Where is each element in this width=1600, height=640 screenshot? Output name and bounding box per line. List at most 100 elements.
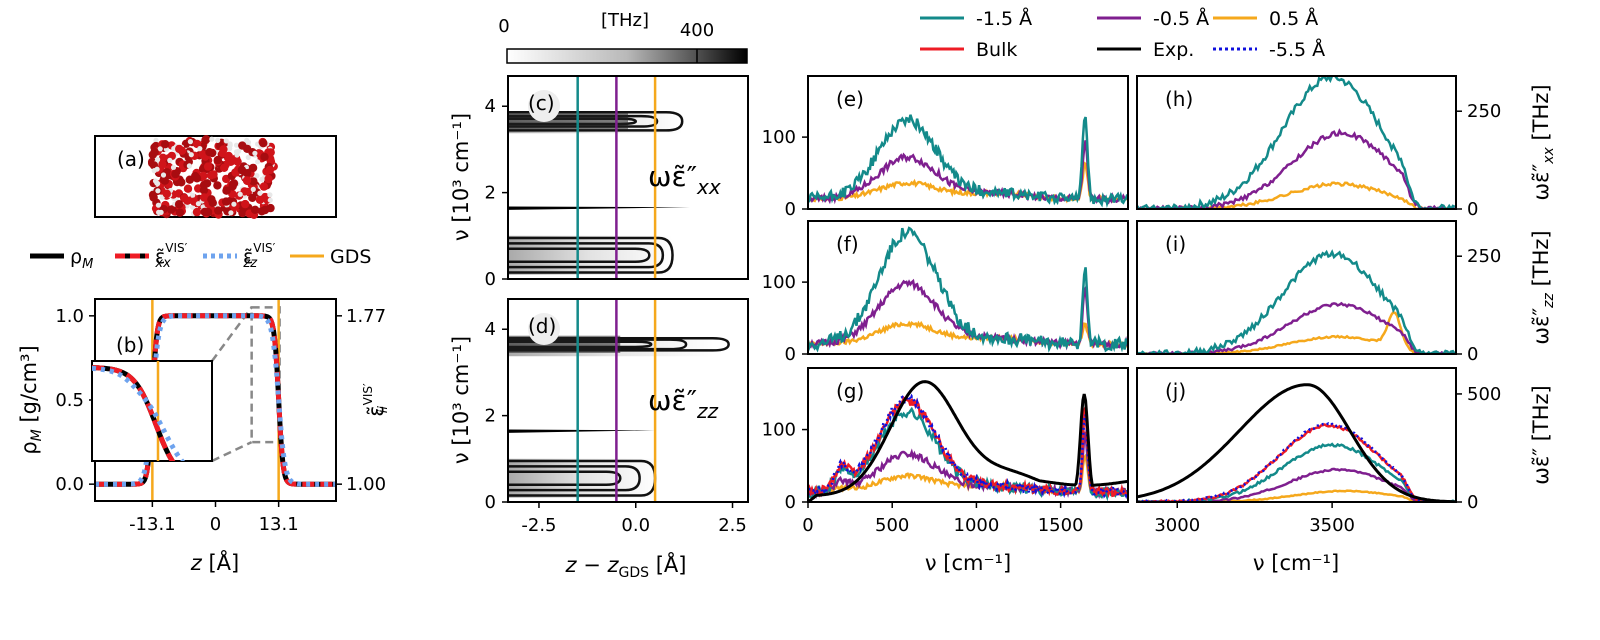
hydrogen-atom — [155, 188, 161, 194]
panel-h-label: (h) — [1165, 87, 1193, 111]
oxygen-atom — [241, 199, 250, 209]
series-p05 — [1137, 310, 1455, 354]
contour-stretch — [508, 111, 684, 132]
hydrogen-atom — [170, 164, 177, 171]
hydrogen-atom — [190, 192, 196, 198]
mid-ytick-label: 0 — [785, 199, 796, 220]
oxygen-atom — [161, 140, 170, 149]
oxygen-atom — [183, 196, 192, 205]
contour-bending — [508, 429, 656, 433]
hydrogen-atom — [257, 190, 263, 196]
oxygen-atom — [199, 171, 208, 181]
right-xtick-label: 3500 — [1309, 515, 1355, 536]
oxygen-atom — [200, 193, 209, 202]
oxygen-atom — [259, 182, 269, 191]
oxygen-atom — [175, 208, 185, 217]
legend-label-exp: Exp. — [1153, 39, 1194, 61]
legend-label-rho: ρM — [70, 246, 93, 272]
hydrogen-atom — [156, 209, 162, 215]
hydrogen-atom — [255, 159, 261, 165]
b-ytick-right-label: 1.77 — [346, 306, 386, 327]
right-xtick-label: 3000 — [1154, 515, 1200, 536]
oxygen-atom — [171, 169, 180, 179]
oxygen-atom — [260, 152, 269, 162]
oxygen-atom — [264, 174, 273, 184]
oxygen-atom — [183, 184, 193, 193]
panel-i-ylabel: ωε̃″zz [THz] — [1529, 230, 1557, 344]
mid-xtick-label: 0 — [802, 515, 813, 536]
right-ytick-label: 0 — [1467, 199, 1478, 220]
oxygen-atom — [200, 207, 209, 217]
hydrogen-atom — [233, 142, 240, 148]
hydrogen-atom — [227, 141, 233, 147]
legend-label-ezz: ε̃VIS′ zz — [242, 241, 275, 271]
panel-a-label: (a) — [117, 147, 145, 171]
oxygen-atom — [260, 205, 270, 215]
colorbar: 0 400 [THz] — [498, 10, 748, 64]
zoom-connector-bottom — [211, 440, 253, 463]
contour-stretch — [508, 340, 653, 349]
hydrogen-atom — [187, 139, 193, 145]
hydrogen-atom — [245, 154, 251, 160]
hydrogen-atom — [195, 201, 201, 207]
oxygen-atom — [177, 178, 186, 187]
oxygen-atom — [158, 153, 168, 162]
water-molecules-image — [147, 135, 278, 219]
oxygen-atom — [149, 193, 158, 202]
panel-f-frame — [807, 220, 1129, 355]
right-ytick-label: 0 — [1467, 492, 1478, 513]
oxygen-atom — [199, 180, 209, 190]
oxygen-atom — [160, 176, 170, 185]
contour-libration — [508, 465, 641, 492]
heat-stretch-core — [508, 335, 621, 353]
mid-xtick-label: 1500 — [1038, 515, 1084, 536]
series-m15 — [808, 226, 1128, 353]
panel-b-label: (b) — [116, 333, 144, 357]
panel-c-plot — [508, 76, 744, 279]
oxygen-atom — [175, 144, 184, 154]
cd-xtick-label: 2.5 — [718, 515, 747, 536]
panel-b-ylabel: ρM [g/cm³] — [17, 345, 45, 454]
inset-ezz-series — [92, 365, 186, 461]
panel-e-label: (e) — [836, 87, 864, 111]
hydrogen-atom — [267, 192, 273, 198]
panel-d: (d) ωε̃″zz — [507, 298, 749, 503]
series-exp — [1137, 383, 1455, 502]
panel-e-plot — [808, 114, 1128, 208]
oxygen-atom — [213, 181, 222, 190]
series-m15 — [808, 114, 1128, 208]
hydrogen-atom — [151, 168, 157, 174]
hydrogen-atom — [233, 149, 240, 155]
b-xtick-label: 0 — [210, 514, 221, 535]
mid-ytick-label: 100 — [762, 272, 796, 293]
colorbar-gradient — [506, 48, 748, 64]
contour-stretch — [508, 337, 730, 352]
panel-c-label: (c) — [528, 91, 555, 115]
colorbar-tick-label-0: 0 — [498, 16, 509, 37]
annotation-backdrop — [644, 164, 744, 206]
panel-cd-ticks: -2.5 0.0 2.5 0 2 4 ν [10³ cm⁻¹] 0 2 4 ν [10³ cm⁻¹] — [449, 96, 747, 536]
panel-d-annotation: ωε̃″zz — [648, 384, 719, 423]
mid-xtick-label: 1000 — [954, 515, 1000, 536]
cd-ytick-label: 2 — [485, 183, 496, 204]
heat-stretch-core — [508, 112, 628, 130]
panel-i-label: (i) — [1165, 232, 1186, 256]
legend-label-m15: -1.5 Å — [976, 7, 1032, 30]
hydrogen-atom — [188, 152, 194, 158]
panel-d-label: (d) — [528, 314, 556, 338]
oxygen-atom — [255, 195, 265, 204]
series-m15 — [1137, 249, 1456, 354]
panel-j-xlabel: ν [cm⁻¹] — [1253, 551, 1339, 575]
panel-e-frame — [807, 75, 1129, 210]
b-xtick-label: 13.1 — [259, 514, 299, 535]
hydrogen-atom — [237, 191, 243, 197]
inset-plot — [92, 361, 186, 461]
cd-ytick-label: 4 — [485, 319, 496, 340]
mid-ytick-label: 0 — [785, 492, 796, 513]
panel-i-frame — [1136, 220, 1457, 355]
b-ytick-label: 0.0 — [55, 474, 84, 495]
hydrogen-atom — [228, 210, 234, 216]
hydrogen-atom — [155, 202, 161, 208]
left-legend: ρM ε̃VIS′ xx ε̃VIS′ zz GDS — [30, 241, 371, 272]
